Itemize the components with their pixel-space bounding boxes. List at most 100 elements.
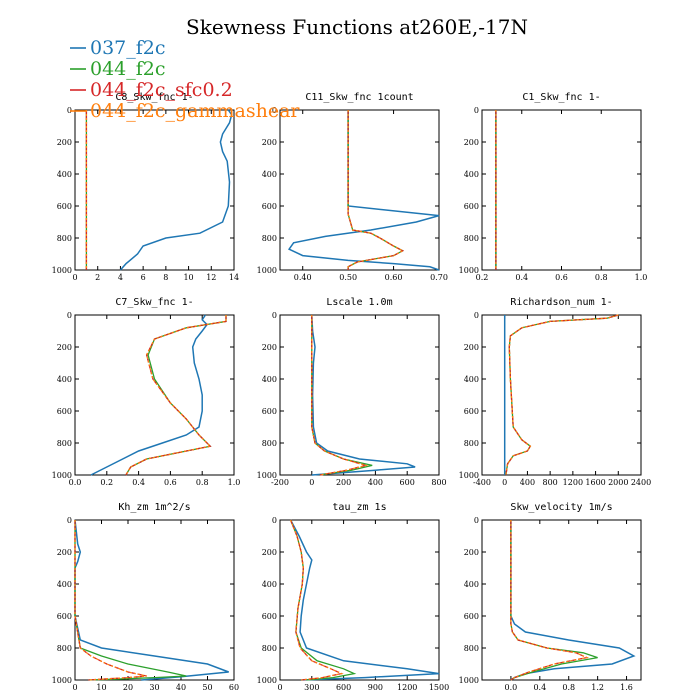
x-tick-label: 1.6 <box>620 683 633 692</box>
panel-title: C7_Skw_fnc 1- <box>115 297 193 308</box>
plot-frame <box>279 109 440 271</box>
y-tick-label: 800 <box>464 439 479 448</box>
x-tick-label: 0 <box>502 478 507 487</box>
x-tick-label: 0.4 <box>515 273 528 282</box>
y-tick-label: 400 <box>57 170 72 179</box>
y-tick-label: 600 <box>262 407 277 416</box>
x-tick-label: 900 <box>368 683 383 692</box>
panel-9: Skw_velocity 1m/s 0 200 400 600 800 1000 0.0 0.4… <box>459 502 642 692</box>
plot-frame <box>481 519 642 681</box>
x-tick-label: 0.4 <box>132 478 145 487</box>
y-tick-label: 200 <box>57 343 72 352</box>
x-tick-label: 0.40 <box>294 273 312 282</box>
x-tick-label: 0.60 <box>385 273 403 282</box>
legend-label: 037_f2c <box>90 37 166 59</box>
plot-frame <box>74 109 235 271</box>
series-line-037-f2c <box>74 519 229 681</box>
panel-2: C11_Skw_fnc 1count 0 200 400 600 800 1000 0.40 0… <box>257 92 448 282</box>
y-tick-label: 0 <box>67 106 72 115</box>
x-tick-label: 14 <box>229 273 239 282</box>
y-tick-label: 400 <box>262 580 277 589</box>
y-tick-label: 400 <box>262 170 277 179</box>
series-line-044-f2c-gammashear <box>347 110 405 270</box>
plot-frame <box>481 314 642 476</box>
series-line-044-f2c-gammashear <box>505 314 619 476</box>
x-tick-label: 1200 <box>563 478 583 487</box>
panel-title: Skw_velocity 1m/s <box>510 502 612 513</box>
y-tick-label: 400 <box>57 580 72 589</box>
panel-title: C11_Skw_fnc 1count <box>305 92 413 103</box>
x-tick-label: 1.2 <box>591 683 604 692</box>
series-line-044-f2c-sfc0-2 <box>125 315 227 476</box>
legend-label: 044_f2c_sfc0.2 <box>90 79 233 101</box>
x-tick-label: 0.8 <box>595 273 608 282</box>
x-tick-label: 0 <box>277 683 282 692</box>
x-tick-label: 40 <box>176 683 186 692</box>
x-tick-label: 10 <box>183 273 193 282</box>
x-tick-label: 2400 <box>631 478 651 487</box>
panel-title: tau_zm 1s <box>332 502 386 513</box>
x-tick-label: 0.0 <box>69 478 82 487</box>
x-tick-label: 60 <box>229 683 239 692</box>
y-tick-label: 200 <box>57 548 72 557</box>
y-tick-label: 600 <box>57 407 72 416</box>
panel-title: Lscale 1.0m <box>326 297 392 308</box>
y-tick-label: 1000 <box>459 676 479 685</box>
panel-6: Richardson_num 1- 0 200 400 600 800 1000-400 0 4… <box>459 297 652 487</box>
plot-frame <box>74 314 235 476</box>
x-tick-label: 800 <box>431 478 446 487</box>
panel-title: C1_Skw_fnc 1- <box>522 92 600 103</box>
x-tick-label: 0.2 <box>100 478 113 487</box>
legend-label: 044_f2c <box>90 58 166 80</box>
x-tick-label: 1.0 <box>635 273 648 282</box>
x-tick-label: 0.6 <box>555 273 568 282</box>
x-tick-label: 800 <box>543 478 558 487</box>
y-tick-label: 200 <box>262 548 277 557</box>
series-line-037-f2c <box>510 520 636 681</box>
legend-label: 044_f2c_gammashear <box>90 100 300 122</box>
figure-title: Skewness Functions at260E,-17N <box>186 15 528 39</box>
series-line-037-f2c <box>287 110 440 271</box>
y-tick-label: 1000 <box>52 471 72 480</box>
y-tick-label: 800 <box>262 439 277 448</box>
x-tick-label: -400 <box>473 478 491 487</box>
y-tick-label: 0 <box>272 106 277 115</box>
y-tick-label: 600 <box>464 407 479 416</box>
panel-5: Lscale 1.0m 0 200 400 600 800 1000-200 0 200 400 6… <box>257 297 447 487</box>
x-tick-label: 1.0 <box>228 478 241 487</box>
y-tick-label: 800 <box>262 644 277 653</box>
x-tick-label: 20 <box>123 683 133 692</box>
series-line-044-f2c <box>505 314 619 476</box>
y-tick-label: 0 <box>67 311 72 320</box>
x-tick-label: 50 <box>202 683 212 692</box>
x-tick-label: 300 <box>304 683 319 692</box>
y-tick-label: 600 <box>57 202 72 211</box>
series-line-044-f2c-sfc0-2 <box>311 315 369 476</box>
x-tick-label: 2 <box>95 273 100 282</box>
x-tick-label: 4 <box>118 273 123 282</box>
x-tick-label: 0.4 <box>533 683 546 692</box>
series-line-044-f2c <box>74 520 187 681</box>
x-tick-label: 1600 <box>585 478 605 487</box>
series-line-037-f2c <box>119 109 233 271</box>
y-tick-label: 800 <box>464 644 479 653</box>
series-line-044-f2c-gammashear <box>74 520 147 681</box>
x-tick-label: 0 <box>309 478 314 487</box>
y-tick-label: 0 <box>272 311 277 320</box>
x-tick-label: 30 <box>149 683 159 692</box>
x-tick-label: 10 <box>96 683 106 692</box>
y-tick-label: 800 <box>57 439 72 448</box>
y-tick-label: 800 <box>262 234 277 243</box>
y-tick-label: 1000 <box>257 676 277 685</box>
y-tick-label: 600 <box>262 202 277 211</box>
x-tick-label: 0.0 <box>505 683 518 692</box>
x-tick-label: 600 <box>400 478 415 487</box>
y-tick-label: 600 <box>464 612 479 621</box>
series-line-044-f2c-sfc0-2 <box>510 520 589 681</box>
y-tick-label: 200 <box>464 548 479 557</box>
x-tick-label: 12 <box>206 273 216 282</box>
series-line-037-f2c <box>90 314 208 476</box>
y-tick-label: 200 <box>464 138 479 147</box>
